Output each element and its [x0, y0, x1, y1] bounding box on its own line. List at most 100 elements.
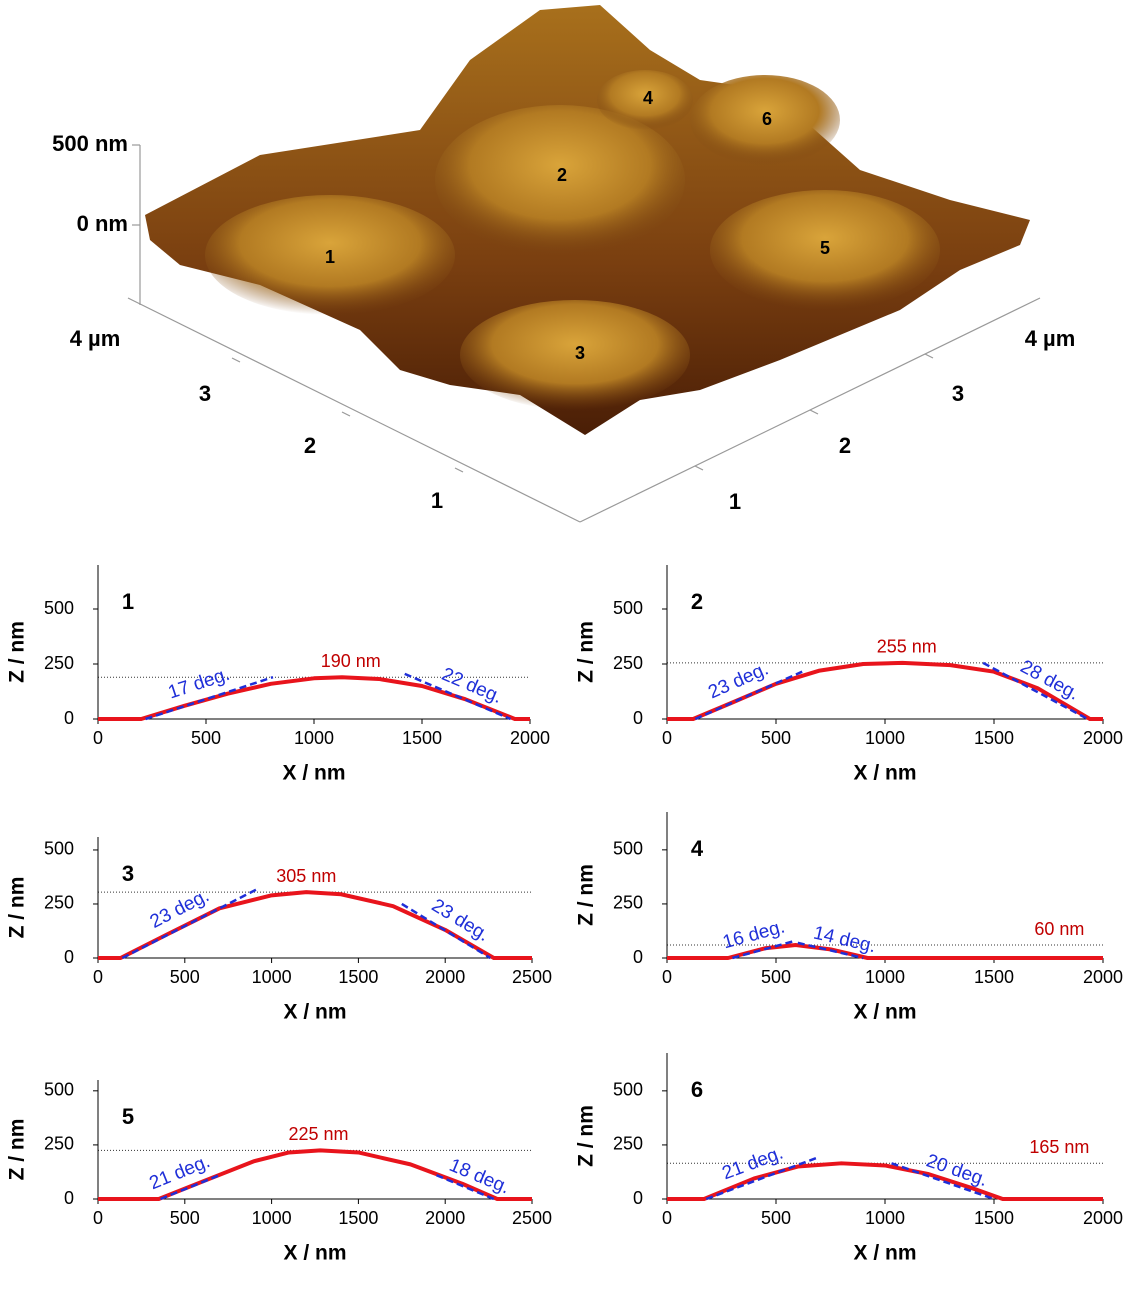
axis-label: 2 [304, 433, 316, 458]
y-tick-label: 500 [613, 598, 643, 618]
y-tick-label: 0 [64, 1188, 74, 1208]
x-tick-label: 2500 [512, 967, 552, 987]
axis-label: 1 [431, 488, 443, 513]
x-tick-label: 0 [662, 1208, 672, 1228]
height-label: 255 nm [877, 637, 937, 657]
y-tick-label: 0 [633, 947, 643, 967]
y-tick-label: 500 [44, 1080, 74, 1100]
profile-chart: 225 nm 0 250 500 0 500 1000 1500 2000 2500 X / nm Z… [6, 1080, 552, 1265]
x-tick-label: 2000 [1083, 967, 1123, 987]
panel-label: 4 [691, 836, 704, 861]
peak-label: 2 [557, 165, 567, 185]
y-tick-label: 250 [44, 893, 74, 913]
x-tick-label: 500 [170, 967, 200, 987]
x-tick-label: 0 [93, 967, 103, 987]
peak-label: 4 [643, 88, 653, 108]
x-tick-label: 1000 [865, 1208, 905, 1228]
x-tick-label: 2000 [510, 728, 550, 748]
x-tick-label: 1500 [974, 1208, 1014, 1228]
profile-chart: 305 nm 0 250 500 0 500 1000 1500 2000 2500 X / nm Z… [6, 837, 552, 1024]
peak-label: 6 [762, 109, 772, 129]
x-tick-label: 500 [761, 728, 791, 748]
profile-chart: 255 nm 0 250 500 0 500 1000 1500 2000 X / nm Z / n… [575, 565, 1123, 785]
axis-label: 1 [729, 489, 741, 514]
y-axis-title: Z / nm [6, 621, 29, 683]
axis-label: 4 µm [1025, 326, 1076, 351]
axis-label: 3 [952, 381, 964, 406]
x-tick-label: 500 [191, 728, 221, 748]
x-tick-label: 1000 [865, 728, 905, 748]
y-tick-label: 0 [64, 708, 74, 728]
x-tick-label: 2000 [1083, 728, 1123, 748]
y-axis-title: Z / nm [575, 864, 598, 926]
x-tick-label: 2000 [1083, 1208, 1123, 1228]
x-axis-title: X / nm [283, 1001, 346, 1024]
figure: 500 nm 0 nm 4 µm 3 2 1 1 2 3 4 µm 1 2 3 … [0, 0, 1135, 1292]
angle-label: 17 deg. [166, 664, 233, 704]
height-label: 305 nm [276, 866, 336, 886]
y-tick-label: 250 [613, 653, 643, 673]
panel-label: 5 [122, 1104, 134, 1129]
x-tick-label: 1000 [865, 967, 905, 987]
angle-label: 21 deg. [146, 1151, 213, 1194]
afm-3d: 500 nm 0 nm 4 µm 3 2 1 1 2 3 4 µm 1 2 3 … [52, 5, 1075, 522]
x-tick-label: 500 [170, 1208, 200, 1228]
x-tick-label: 1000 [294, 728, 334, 748]
y-tick-label: 0 [633, 1188, 643, 1208]
y-tick-label: 0 [633, 708, 643, 728]
panel-label: 6 [691, 1077, 703, 1102]
x-tick-label: 0 [93, 728, 103, 748]
y-tick-label: 500 [44, 839, 74, 859]
y-tick-label: 500 [613, 1080, 643, 1100]
y-tick-label: 500 [613, 839, 643, 859]
y-axis-title: Z / nm [575, 1105, 598, 1167]
x-tick-label: 1000 [252, 967, 292, 987]
x-axis-title: X / nm [283, 1242, 346, 1265]
x-tick-label: 0 [662, 967, 672, 987]
axis-label: 3 [199, 381, 211, 406]
axis-label: 2 [839, 433, 851, 458]
profile-chart: 190 nm 0 250 500 0 500 1000 1500 2000 X / nm Z / n… [6, 565, 550, 785]
x-tick-label: 1500 [338, 967, 378, 987]
x-axis-title: X / nm [853, 762, 916, 785]
panel-label: 2 [691, 589, 703, 614]
height-label: 225 nm [288, 1124, 348, 1144]
y-axis-title: Z / nm [6, 1119, 29, 1181]
x-tick-label: 1500 [402, 728, 442, 748]
page: 500 nm 0 nm 4 µm 3 2 1 1 2 3 4 µm 1 2 3 … [0, 0, 1135, 1292]
x-tick-label: 1000 [252, 1208, 292, 1228]
y-tick-label: 0 [64, 947, 74, 967]
x-axis-title: X / nm [282, 762, 345, 785]
x-tick-label: 1500 [974, 967, 1014, 987]
y-tick-label: 250 [44, 653, 74, 673]
x-tick-label: 1500 [338, 1208, 378, 1228]
x-tick-label: 0 [93, 1208, 103, 1228]
peak-label: 3 [575, 343, 585, 363]
y-tick-label: 250 [44, 1134, 74, 1154]
x-tick-label: 2000 [425, 967, 465, 987]
y-axis-title: Z / nm [6, 877, 29, 939]
x-tick-label: 0 [662, 728, 672, 748]
x-tick-label: 500 [761, 967, 791, 987]
panel-label: 3 [122, 861, 134, 886]
height-label: 190 nm [321, 651, 381, 671]
x-tick-label: 1500 [974, 728, 1014, 748]
height-label: 60 nm [1034, 919, 1084, 939]
panel-label: 1 [122, 589, 134, 614]
axis-label: 4 µm [70, 326, 121, 351]
x-axis-title: X / nm [853, 1242, 916, 1265]
peak-label: 1 [325, 247, 335, 267]
y-axis-title: Z / nm [575, 621, 598, 683]
peak-label: 5 [820, 238, 830, 258]
y-tick-label: 500 [44, 598, 74, 618]
y-tick-label: 250 [613, 893, 643, 913]
x-tick-label: 2500 [512, 1208, 552, 1228]
y-tick-label: 250 [613, 1134, 643, 1154]
x-tick-label: 2000 [425, 1208, 465, 1228]
height-label: 165 nm [1029, 1137, 1089, 1157]
z-axis-label: 0 nm [77, 211, 128, 236]
angle-label: 23 deg. [705, 658, 771, 703]
z-axis-label: 500 nm [52, 131, 128, 156]
